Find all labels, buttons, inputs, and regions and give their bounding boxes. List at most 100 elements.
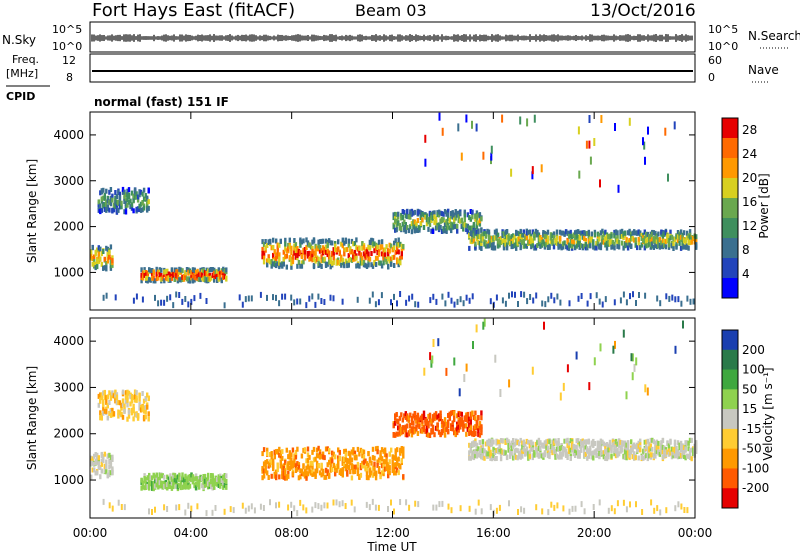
data-cell (545, 242, 548, 248)
data-cell (390, 499, 392, 506)
data-cell (141, 207, 144, 213)
data-cell (558, 235, 562, 241)
data-cell (102, 294, 105, 301)
data-cell (261, 246, 264, 252)
data-cell (614, 453, 618, 459)
data-cell (332, 256, 335, 262)
data-cell (398, 225, 401, 231)
data-cell (321, 250, 325, 256)
data-cell (409, 209, 412, 215)
data-cell (118, 195, 122, 201)
data-cell (569, 447, 572, 453)
data-cell (222, 275, 225, 280)
data-cell (91, 467, 94, 473)
data-cell (518, 231, 521, 237)
nsky-trace (91, 34, 693, 42)
data-cell (142, 408, 146, 414)
data-cell (404, 228, 407, 234)
data-cell (169, 484, 172, 489)
data-cell (124, 394, 128, 400)
data-cell (111, 193, 114, 199)
data-cell (447, 212, 450, 218)
data-cell (415, 414, 418, 420)
data-cell (148, 267, 151, 273)
data-cell (604, 229, 607, 235)
data-cell (622, 231, 625, 237)
data-cell (474, 216, 477, 222)
data-cell (332, 250, 335, 256)
data-cell (681, 240, 684, 246)
data-cell (509, 449, 512, 455)
data-cell (105, 459, 108, 465)
data-cell (155, 482, 158, 488)
data-cell (598, 444, 601, 450)
data-cell (97, 202, 100, 208)
data-cell (604, 296, 607, 303)
data-cell (112, 207, 116, 213)
data-cell (496, 439, 500, 445)
data-cell (328, 254, 331, 260)
nave-label: Nave (748, 63, 779, 77)
power-data (90, 112, 698, 309)
data-cell (472, 432, 476, 437)
data-cell (288, 460, 291, 466)
data-cell (409, 212, 412, 217)
colorbar-tick-label: 50 (742, 382, 757, 396)
data-cell (501, 438, 504, 444)
data-cell (468, 450, 471, 456)
data-cell (590, 236, 593, 242)
data-cell (622, 291, 625, 298)
data-cell (148, 479, 151, 485)
data-cell (312, 264, 316, 270)
data-cell (622, 453, 625, 459)
data-cell (414, 500, 417, 507)
data-cell (287, 454, 290, 460)
data-cell (686, 295, 689, 302)
data-cell (315, 453, 319, 459)
data-cell (450, 410, 453, 416)
data-cell (574, 230, 577, 236)
data-cell (475, 123, 478, 132)
data-cell (323, 474, 326, 480)
data-cell (421, 217, 424, 223)
data-cell (321, 245, 325, 251)
data-cell (505, 229, 509, 234)
data-cell (652, 236, 655, 242)
data-cell (617, 184, 620, 193)
data-cell (356, 471, 360, 477)
data-cell (480, 216, 483, 222)
data-cell (661, 438, 665, 444)
data-cell (166, 506, 169, 512)
data-cell (471, 228, 474, 234)
data-cell (498, 242, 501, 248)
data-cell (425, 213, 429, 219)
x-tick-label: 12:00 (375, 526, 410, 540)
data-cell (136, 413, 140, 419)
data-cell (578, 230, 581, 236)
data-cell (196, 481, 199, 487)
data-cell (344, 247, 347, 253)
data-cell (566, 451, 569, 457)
data-cell (495, 294, 498, 301)
data-cell (118, 204, 122, 210)
data-cell (466, 229, 469, 235)
data-cell (96, 247, 99, 253)
data-cell (566, 239, 569, 245)
data-cell (428, 211, 432, 217)
data-cell (413, 219, 417, 225)
data-cell (415, 227, 418, 233)
data-cell (521, 453, 524, 459)
data-cell (628, 117, 631, 126)
data-cell (100, 415, 103, 421)
data-cell (680, 300, 683, 307)
data-cell (115, 199, 119, 205)
data-cell (434, 225, 438, 231)
data-cell (326, 446, 329, 452)
data-cell (508, 500, 510, 507)
data-cell (626, 453, 630, 459)
data-cell (269, 499, 271, 506)
data-cell (111, 197, 114, 203)
data-cell (428, 417, 432, 423)
data-cell (442, 226, 445, 232)
data-cell (679, 229, 683, 235)
